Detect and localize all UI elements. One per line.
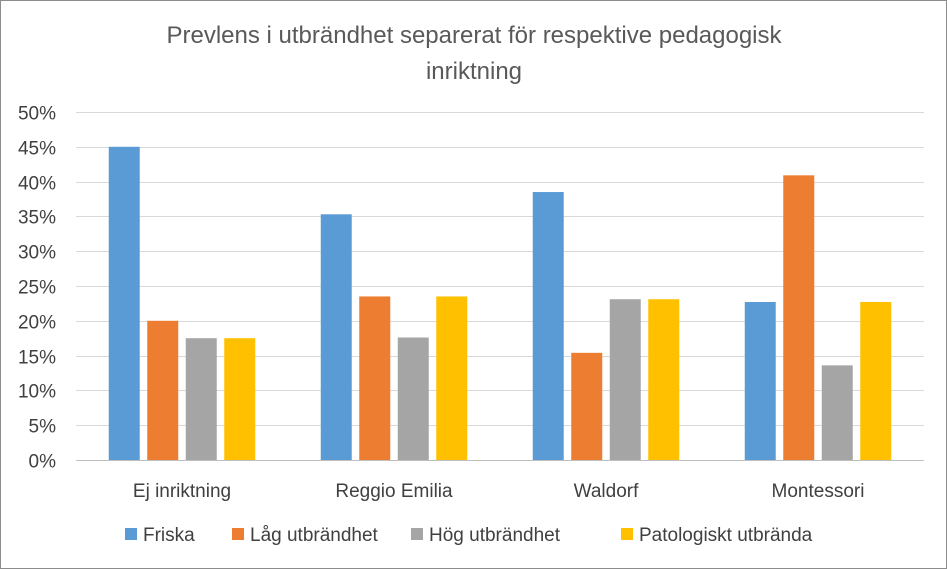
y-tick-label: 25% — [18, 278, 56, 299]
bar — [783, 175, 815, 460]
legend-swatch — [232, 528, 244, 540]
bar — [648, 299, 680, 460]
bar — [744, 302, 776, 460]
x-axis: Ej inriktning Reggio Emilia Waldorf Montess… — [133, 481, 865, 502]
y-tick-label: 30% — [18, 243, 56, 264]
bar — [532, 192, 564, 461]
bar — [224, 338, 256, 460]
y-tick-label: 45% — [18, 139, 56, 160]
legend-label: Hög utbrändhet — [429, 525, 561, 546]
y-axis-ticks: 0% 5% 10% 15% 20% 25% 30% 35% 40% 45% 50% — [18, 104, 56, 473]
y-tick-label: 35% — [18, 208, 56, 229]
y-tick-label: 40% — [18, 174, 56, 195]
legend-label: Låg utbrändhet — [250, 525, 379, 546]
bar — [860, 302, 892, 460]
x-category-label: Reggio Emilia — [335, 481, 453, 502]
chart-title-line-2: inriktning — [426, 58, 522, 85]
legend-label: Patologiskt utbrända — [639, 525, 813, 546]
legend-swatch — [125, 528, 137, 540]
bar — [821, 365, 853, 460]
bars — [108, 146, 892, 461]
bar — [609, 299, 641, 460]
bar — [320, 214, 352, 460]
x-category-label: Ej inriktning — [133, 481, 231, 502]
gridlines — [76, 112, 924, 461]
y-tick-label: 20% — [18, 313, 56, 334]
bar — [108, 146, 140, 461]
y-tick-label: 50% — [18, 104, 56, 125]
x-category-label: Waldorf — [574, 481, 639, 502]
y-tick-label: 0% — [29, 452, 57, 473]
bar — [147, 320, 179, 460]
bar — [359, 296, 391, 460]
bar — [436, 296, 468, 460]
legend: Friska Låg utbrändhet Hög utbrändhet Patolo… — [125, 525, 813, 546]
x-category-label: Montessori — [772, 481, 865, 502]
y-tick-label: 10% — [18, 382, 56, 403]
bar — [397, 337, 429, 460]
legend-swatch — [621, 528, 633, 540]
chart-title-line-1: Prevlens i utbrändhet separerat för resp… — [166, 22, 782, 49]
bar — [185, 338, 217, 460]
legend-swatch — [411, 528, 423, 540]
legend-label: Friska — [143, 525, 195, 546]
bar — [571, 352, 603, 460]
y-tick-label: 15% — [18, 348, 56, 369]
y-tick-label: 5% — [29, 417, 57, 438]
